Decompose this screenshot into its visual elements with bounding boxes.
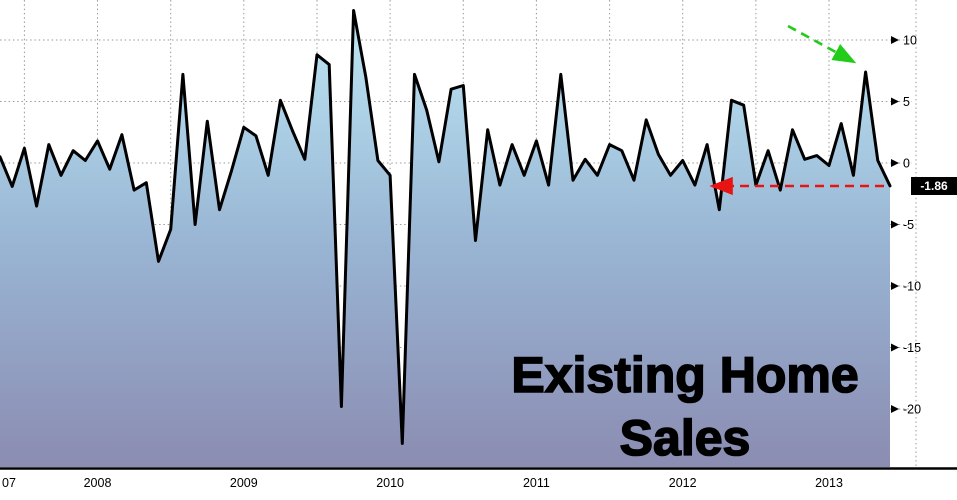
y-tick-marker bbox=[891, 220, 899, 229]
y-tick-marker bbox=[891, 282, 899, 290]
x-year-label: 2013 bbox=[815, 476, 843, 490]
last-value-badge: -1.86 bbox=[911, 177, 957, 195]
chart-title-line1: Existing Home bbox=[511, 346, 860, 404]
area-fill bbox=[0, 10, 890, 467]
x-year-label: 2008 bbox=[84, 476, 112, 490]
chart-title: Existing Home Sales bbox=[450, 344, 920, 470]
x-year-label: 2009 bbox=[230, 476, 258, 490]
chart-title-line2: Sales bbox=[619, 409, 751, 467]
y-tick-marker bbox=[891, 36, 899, 44]
y-tick-label: 10 bbox=[903, 34, 917, 48]
y-tick-marker bbox=[891, 405, 899, 413]
price-line bbox=[0, 9, 892, 445]
x-year-label: 2010 bbox=[376, 476, 404, 490]
y-tick-marker bbox=[891, 159, 899, 167]
y-tick-label: -20 bbox=[903, 403, 921, 417]
y-tick-label: -15 bbox=[903, 341, 921, 355]
y-tick-label: 5 bbox=[903, 95, 910, 109]
x-year-label: 2012 bbox=[669, 476, 697, 490]
green-arrow bbox=[787, 24, 857, 64]
y-tick-label: -5 bbox=[903, 218, 914, 232]
y-tick-label: 0 bbox=[903, 157, 910, 171]
y-tick-marker bbox=[891, 97, 899, 106]
y-tick-label: -10 bbox=[903, 280, 921, 294]
x-year-label: 2011 bbox=[523, 476, 550, 490]
y-tick-marker bbox=[891, 343, 899, 352]
x-year-label: 07 bbox=[2, 476, 16, 490]
